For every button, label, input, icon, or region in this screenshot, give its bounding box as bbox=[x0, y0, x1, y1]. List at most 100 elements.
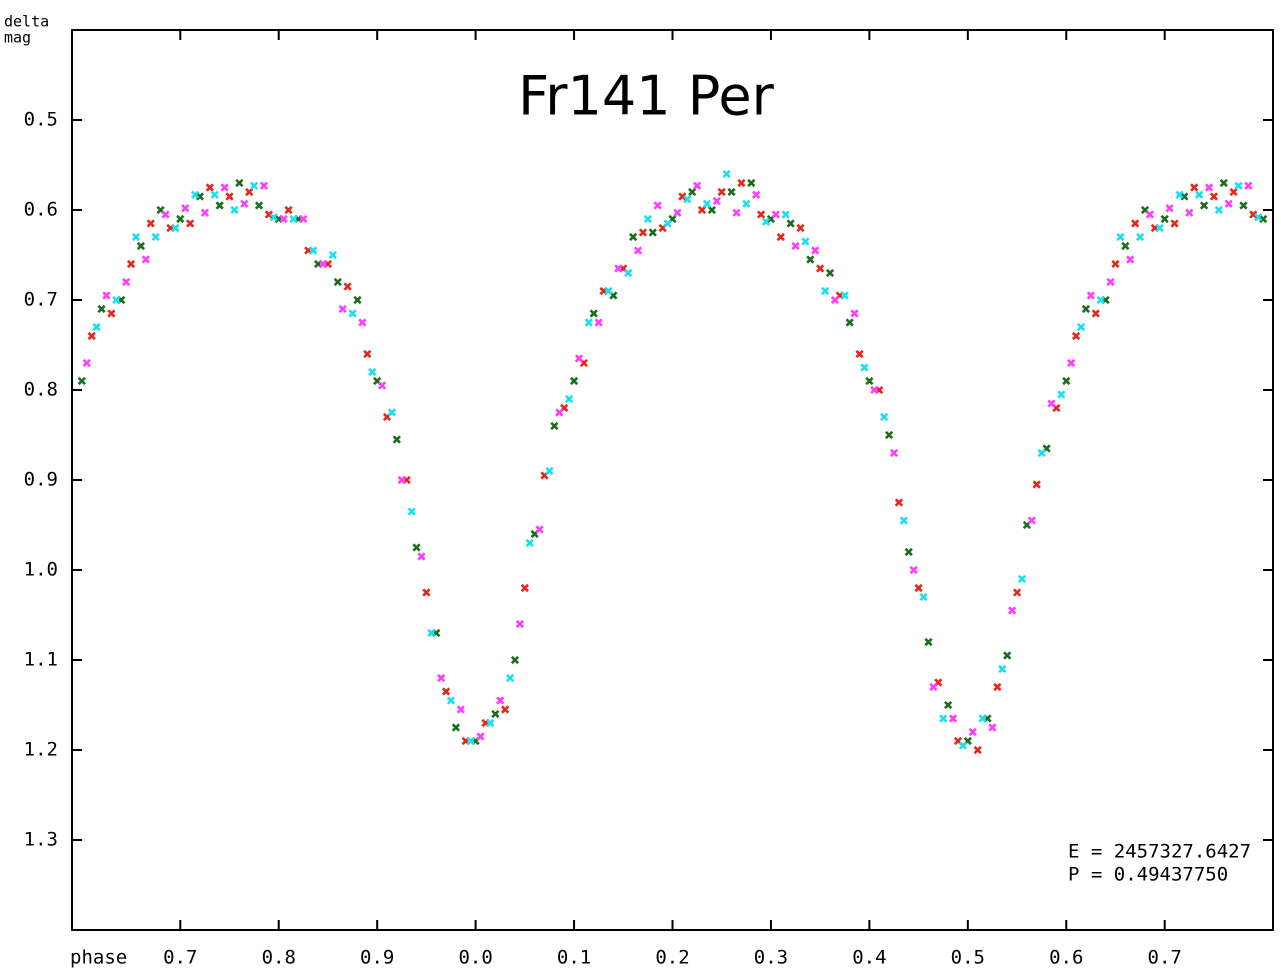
data-point bbox=[914, 583, 923, 593]
annotation: P = 0.49437750 bbox=[1068, 864, 1228, 886]
data-point bbox=[806, 255, 815, 264]
data-point bbox=[82, 358, 91, 368]
data-point bbox=[456, 705, 465, 714]
data-point bbox=[171, 223, 180, 233]
data-point bbox=[555, 408, 564, 417]
data-point bbox=[1259, 214, 1268, 224]
data-point bbox=[225, 192, 234, 201]
x-tick-label: 0.1 bbox=[557, 947, 591, 969]
data-point bbox=[1071, 331, 1081, 341]
data-point bbox=[348, 309, 357, 318]
data-point bbox=[1244, 181, 1253, 190]
data-point bbox=[629, 232, 638, 242]
data-point bbox=[299, 214, 308, 224]
data-point bbox=[830, 295, 840, 305]
data-point bbox=[343, 282, 352, 291]
data-point bbox=[1037, 448, 1046, 458]
data-point bbox=[1096, 295, 1105, 305]
data-point bbox=[1175, 190, 1184, 199]
data-point bbox=[850, 309, 859, 318]
data-point bbox=[1219, 178, 1228, 188]
data-point bbox=[200, 208, 210, 217]
data-point bbox=[958, 741, 968, 750]
data-point bbox=[264, 210, 274, 219]
data-point bbox=[1229, 187, 1238, 197]
data-point bbox=[161, 210, 170, 219]
data-point bbox=[1121, 241, 1130, 251]
data-point bbox=[889, 448, 899, 458]
data-point bbox=[446, 696, 456, 705]
y-tick-label: 0.8 bbox=[24, 379, 58, 401]
data-point bbox=[122, 277, 131, 287]
data-point bbox=[747, 178, 756, 188]
data-point bbox=[944, 700, 953, 710]
data-point bbox=[584, 318, 593, 327]
data-point bbox=[1126, 255, 1135, 264]
data-point bbox=[855, 349, 864, 359]
data-point bbox=[811, 246, 820, 255]
data-point bbox=[752, 190, 761, 199]
data-point bbox=[126, 259, 136, 269]
data-point bbox=[131, 232, 141, 242]
data-point bbox=[565, 394, 574, 404]
data-point bbox=[1012, 588, 1022, 597]
data-point bbox=[77, 376, 86, 386]
data-point bbox=[333, 277, 342, 287]
data-point bbox=[737, 178, 746, 188]
data-point bbox=[796, 223, 805, 233]
data-point bbox=[397, 475, 406, 485]
data-point bbox=[451, 723, 461, 732]
data-point bbox=[771, 210, 780, 219]
data-point bbox=[732, 208, 741, 217]
data-point bbox=[510, 655, 520, 665]
data-point bbox=[673, 208, 682, 217]
data-point bbox=[884, 430, 894, 440]
x-tick-label: 0.2 bbox=[655, 947, 689, 969]
data-point bbox=[870, 385, 879, 395]
data-point bbox=[761, 217, 771, 226]
data-point bbox=[501, 705, 510, 714]
x-tick-label: 0.4 bbox=[852, 947, 886, 969]
x-tick-label: 0.7 bbox=[1148, 947, 1182, 969]
data-point bbox=[978, 714, 987, 723]
data-point bbox=[230, 205, 239, 215]
data-point bbox=[392, 435, 401, 444]
data-point bbox=[422, 588, 431, 597]
data-point bbox=[756, 210, 766, 219]
data-point bbox=[146, 219, 155, 228]
data-point bbox=[786, 219, 795, 228]
data-point bbox=[569, 376, 579, 386]
data-point bbox=[1027, 516, 1036, 525]
data-point bbox=[210, 190, 219, 199]
data-point bbox=[466, 736, 475, 746]
data-point bbox=[604, 286, 613, 296]
data-point bbox=[318, 259, 328, 269]
data-point bbox=[904, 547, 913, 557]
y-tick-label: 1.2 bbox=[24, 739, 58, 761]
data-point bbox=[1209, 192, 1219, 201]
data-point bbox=[190, 190, 200, 199]
data-point bbox=[801, 237, 810, 246]
data-point bbox=[998, 664, 1007, 674]
data-point bbox=[860, 363, 869, 372]
data-point bbox=[240, 199, 249, 208]
data-point bbox=[520, 583, 529, 593]
y-tick-label: 0.7 bbox=[24, 289, 58, 311]
data-point bbox=[820, 286, 830, 296]
data-point bbox=[1116, 232, 1125, 242]
data-point bbox=[1199, 201, 1209, 210]
data-point bbox=[1067, 358, 1076, 368]
data-point bbox=[220, 183, 229, 192]
data-point bbox=[136, 241, 146, 251]
data-point bbox=[407, 507, 416, 516]
x-axis-label: phase bbox=[70, 947, 127, 969]
data-point bbox=[176, 214, 185, 224]
data-point bbox=[683, 195, 692, 204]
data-point bbox=[358, 318, 367, 327]
x-tick-label: 0.5 bbox=[951, 947, 985, 969]
data-point bbox=[924, 637, 933, 647]
data-point bbox=[697, 205, 707, 215]
data-point bbox=[1135, 232, 1145, 242]
data-point bbox=[894, 498, 904, 507]
